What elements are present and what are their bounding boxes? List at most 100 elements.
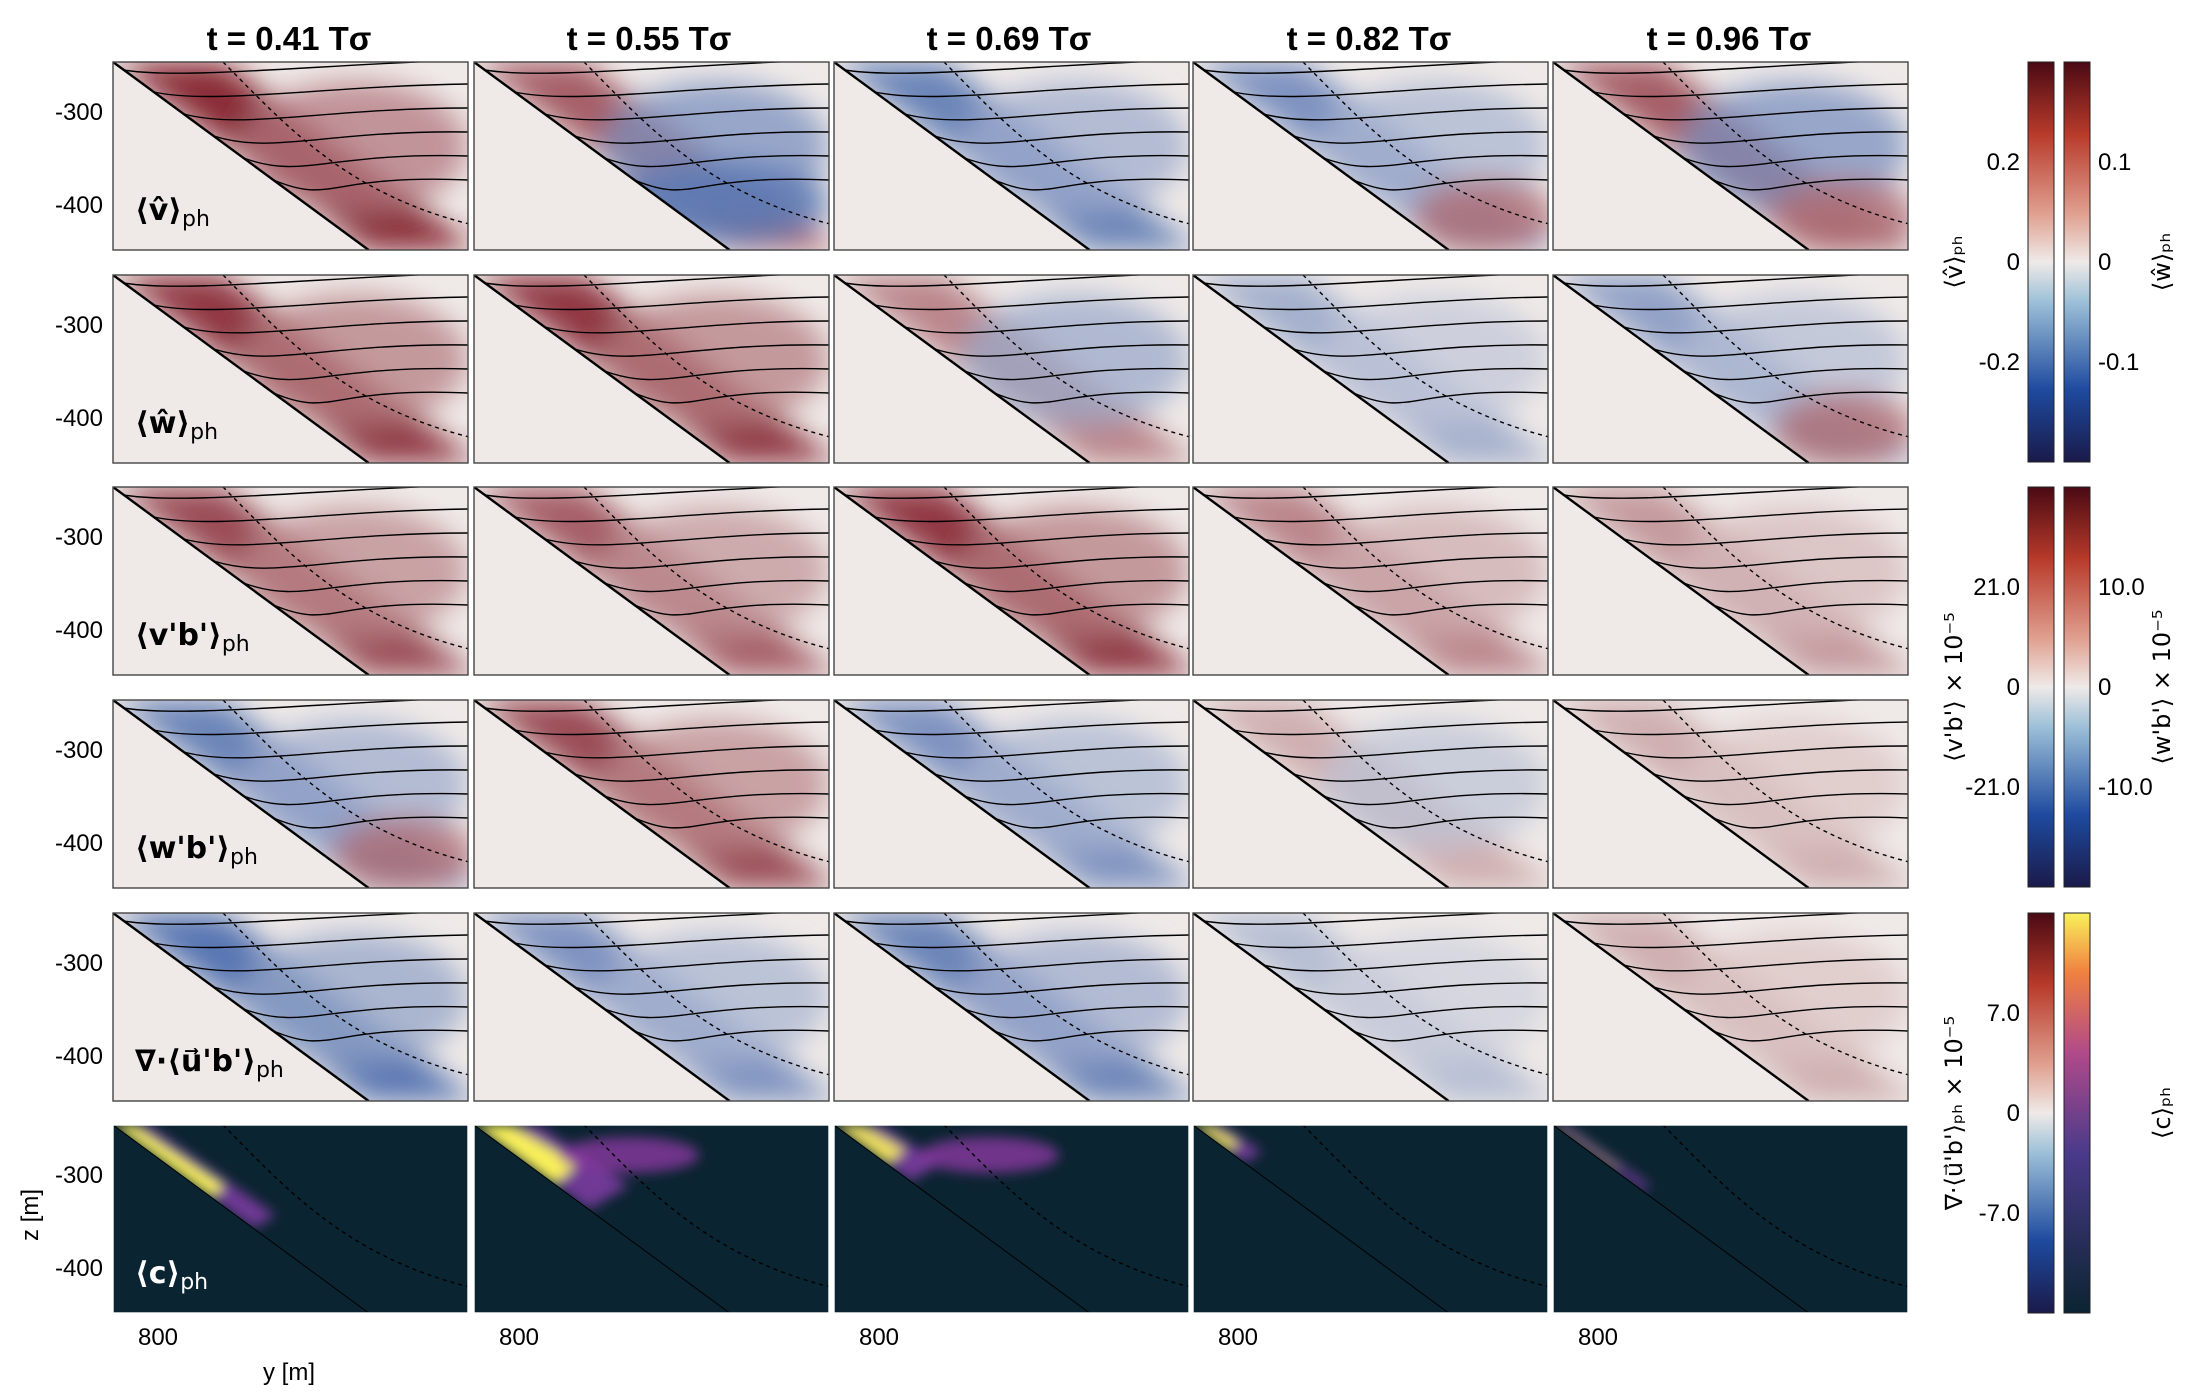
field xyxy=(1553,275,1908,463)
field xyxy=(474,913,829,1101)
reference-dashed-line xyxy=(943,62,1189,225)
panel-c-5 xyxy=(1552,1124,1909,1314)
reference-dashed-line xyxy=(1302,62,1548,225)
slope-line xyxy=(474,700,731,888)
slope-line xyxy=(1193,275,1450,463)
column-title-4: t = 0.82 Tσ xyxy=(1287,20,1452,57)
panel-div-2 xyxy=(473,912,830,1102)
slope-line xyxy=(834,1125,1090,1313)
reference-dashed-line xyxy=(1662,700,1908,863)
colorbar-tick-left: -21.0 xyxy=(1965,774,2020,801)
slope-line xyxy=(834,275,1091,463)
panel-v-4 xyxy=(1192,61,1549,251)
reference-dashed-line xyxy=(583,700,829,863)
colorbar-tick-right: 0 xyxy=(2098,674,2111,701)
reference-dashed-line xyxy=(1662,487,1908,650)
row-label-main: ⟨ŵ⟩ xyxy=(135,406,190,441)
panel-wb-5 xyxy=(1552,699,1909,889)
x-tick-label: 800 xyxy=(1218,1324,1258,1351)
colorbar-tick-left: 0 xyxy=(2007,674,2020,701)
row-label-main: ⟨v'b'⟩ xyxy=(135,618,222,653)
reference-dashed-line xyxy=(222,700,468,863)
isopycnals xyxy=(123,913,468,1042)
colorbar-tick-left: -7.0 xyxy=(1979,1200,2020,1227)
colorbar-tick-left: 0 xyxy=(2007,249,2020,276)
field xyxy=(1193,275,1548,463)
slope-line xyxy=(834,700,1091,888)
reference-dashed-line xyxy=(583,1125,829,1288)
reference-dashed-line xyxy=(1302,275,1548,438)
panel-w-2 xyxy=(473,274,830,464)
slope-line xyxy=(834,913,1091,1101)
panel-w-1: ⟨ŵ⟩ph xyxy=(112,274,469,464)
y-tick-label: -300 xyxy=(55,524,103,551)
reference-dashed-line xyxy=(1302,1125,1548,1288)
column-titles: t = 0.41 Tσ t = 0.55 Tσ t = 0.69 Tσ t = … xyxy=(207,20,1812,57)
reference-dashed-line xyxy=(943,1125,1189,1288)
colorbar-1: 0.2 0 -0.2 0.1 0 -0.1 ⟨v̂⟩ₚₕ ⟨ŵ⟩ₚₕ xyxy=(1940,61,2176,463)
x-axis-ticks: 800 800 800 800 800 xyxy=(138,1324,1618,1351)
row-label-main: ⟨v̂⟩ xyxy=(135,193,182,228)
field xyxy=(1193,700,1548,888)
slope-line xyxy=(1553,913,1810,1101)
y-tick-label: -400 xyxy=(55,617,103,644)
field xyxy=(1553,913,1908,1101)
y-axis-ticks: -300 -400 -300 -400 -300 -400 -300 -400 -300 -400… xyxy=(55,99,103,1282)
field xyxy=(834,62,1189,250)
reference-dashed-line xyxy=(943,700,1189,863)
isopycnals xyxy=(1563,913,1908,1042)
row-label-main: ⟨w'b'⟩ xyxy=(135,831,230,866)
field xyxy=(834,487,1189,675)
colorbar-tick-right: -10.0 xyxy=(2098,774,2153,801)
field xyxy=(834,913,1189,1101)
colorbar-tick-left: 21.0 xyxy=(1973,574,2020,601)
field xyxy=(113,913,468,1101)
x-tick-label: 800 xyxy=(138,1324,178,1351)
field xyxy=(113,275,468,463)
panel-vb-4 xyxy=(1192,486,1549,676)
slope-line xyxy=(474,1125,730,1313)
colorbar-tick-left: 7.0 xyxy=(1987,1000,2020,1027)
column-title-3: t = 0.69 Tσ xyxy=(927,20,1092,57)
slope-line xyxy=(113,487,370,675)
slope-line xyxy=(1193,700,1450,888)
y-tick-label: -300 xyxy=(55,1162,103,1189)
row-label-v: ⟨v̂⟩ph xyxy=(135,193,210,232)
x-tick-label: 800 xyxy=(499,1324,539,1351)
colorbar-tick-left: -0.2 xyxy=(1979,349,2020,376)
isopycnals xyxy=(844,487,1189,616)
y-tick-label: -400 xyxy=(55,405,103,432)
colorbar-tick-right: 10.0 xyxy=(2098,574,2145,601)
column-title-2: t = 0.55 Tσ xyxy=(567,20,732,57)
colorbar-2: 21.0 0 -21.0 10.0 0 -10.0 ⟨v'b'⟩ × 10⁻⁵ ⟨w'b'⟩ … xyxy=(1940,486,2176,888)
field xyxy=(1193,1125,1263,1163)
y-tick-label: -400 xyxy=(55,1043,103,1070)
y-tick-label: -300 xyxy=(55,312,103,339)
field xyxy=(1553,487,1908,675)
panel-c-1: ⟨c⟩ph xyxy=(112,1124,469,1314)
reference-dashed-line xyxy=(222,1125,468,1288)
reference-dashed-line xyxy=(583,62,829,225)
field xyxy=(834,1125,1060,1182)
reference-dashed-line xyxy=(1302,700,1548,863)
reference-dashed-line xyxy=(1302,487,1548,650)
panel-vb-2 xyxy=(473,486,830,676)
row-label-sub: ph xyxy=(230,845,258,870)
slope-line xyxy=(474,62,731,250)
field xyxy=(113,1125,276,1229)
field xyxy=(474,275,829,463)
panel-vb-5 xyxy=(1552,486,1909,676)
y-tick-label: -300 xyxy=(55,99,103,126)
x-tick-label: 800 xyxy=(859,1324,899,1351)
slope-line xyxy=(1553,62,1810,250)
colorbar-tick-right: 0.1 xyxy=(2098,149,2131,176)
reference-dashed-line xyxy=(583,487,829,650)
row-label-w: ⟨ŵ⟩ph xyxy=(135,406,218,445)
isopycnals xyxy=(484,487,829,616)
reference-dashed-line xyxy=(222,62,468,225)
field xyxy=(1193,913,1548,1101)
reference-dashed-line xyxy=(1662,1125,1908,1288)
panel-w-3 xyxy=(833,274,1190,464)
reference-dashed-line xyxy=(1662,913,1908,1076)
colorbar-label-left: ⟨v̂⟩ₚₕ xyxy=(1940,236,1968,289)
